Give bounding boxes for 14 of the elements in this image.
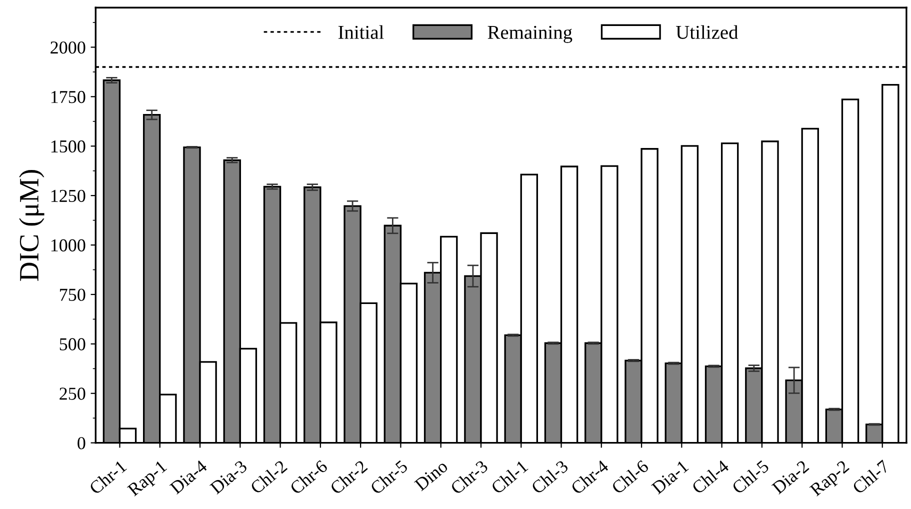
y-tick-label: 1500 — [51, 140, 86, 153]
legend-label: Utilized — [676, 25, 738, 39]
y-tick-label: 0 — [78, 437, 86, 450]
y-tick-label: 1750 — [51, 90, 86, 104]
y-tick-label: 500 — [60, 338, 86, 350]
y-tick-label: 1250 — [51, 190, 86, 202]
y-tick-label: 250 — [60, 388, 86, 400]
legend-label: Initial — [338, 25, 384, 39]
y-tick-label: 750 — [60, 288, 86, 301]
y-tick-label: 2000 — [50, 41, 86, 54]
y-tick-label: 1000 — [51, 239, 86, 252]
x-tick-label: Dino — [414, 460, 448, 492]
legend-label: Remaining — [488, 26, 572, 43]
y-axis-title: DIC (μM) — [19, 170, 44, 281]
